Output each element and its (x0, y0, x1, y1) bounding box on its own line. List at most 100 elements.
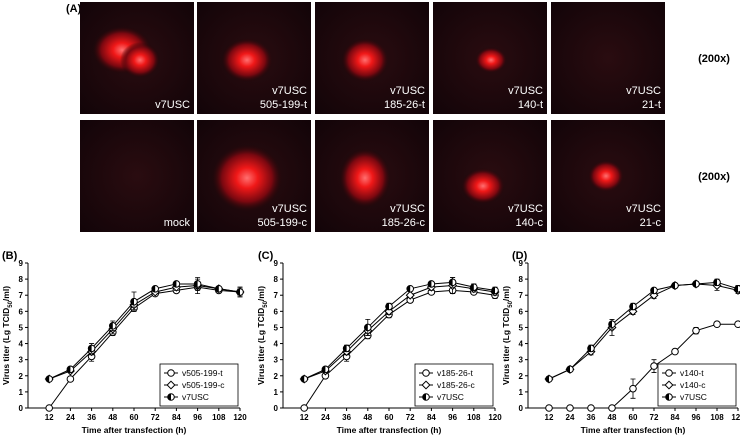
x-tick-label: 60 (629, 413, 638, 422)
marker (587, 404, 595, 412)
marker (629, 384, 637, 393)
image-label: v7USC (390, 85, 425, 97)
marker-fill (587, 345, 591, 352)
y-label-text: /ml) (501, 286, 511, 301)
y-label-text: /ml) (256, 286, 266, 301)
y-tick-label: 0 (519, 404, 524, 413)
series-line (303, 281, 496, 380)
legend-label: v185-26-t (437, 368, 474, 378)
y-tick-label: 2 (19, 372, 24, 381)
legend: v505-199-t v505-199-c v7USC (159, 363, 239, 407)
y-label-text: /ml) (1, 286, 11, 301)
y-tick-label: 7 (274, 291, 279, 300)
y-tick-label: 7 (519, 291, 524, 300)
data-point (151, 284, 159, 293)
x-tick-label: 120 (488, 413, 502, 422)
legend: v140-t v140-c v7USC (657, 363, 737, 407)
data-point (66, 375, 75, 383)
legend-label: v140-t (680, 368, 704, 378)
data-point (545, 375, 553, 383)
image-label: v7USC (626, 85, 661, 97)
data-point (713, 320, 721, 329)
marker (166, 380, 176, 390)
y-tick-label: 0 (274, 404, 279, 413)
fluorescence (221, 38, 273, 82)
y-tick-label: 4 (19, 340, 24, 349)
marker-fill (470, 283, 474, 291)
marker (664, 380, 674, 390)
marker (665, 369, 673, 377)
x-tick-label: 36 (342, 413, 351, 422)
legend-marker (665, 393, 673, 401)
data-point (109, 322, 117, 330)
data-point (385, 302, 393, 311)
x-tick-label: 120 (731, 413, 740, 422)
marker-fill (194, 280, 198, 288)
data-point (300, 404, 309, 412)
y-tick-label: 8 (274, 275, 279, 284)
marker-fill (671, 282, 675, 289)
marker-fill (608, 320, 612, 328)
y-tick-label: 5 (519, 323, 524, 332)
y-tick-label: 2 (519, 372, 524, 381)
y-label-sub: 50 (8, 300, 14, 307)
data-point (650, 362, 658, 370)
data-point (692, 280, 700, 288)
marker-fill (491, 287, 495, 294)
data-point (364, 323, 372, 332)
magnification: (200x) (698, 171, 730, 183)
series-line (304, 285, 496, 380)
y-label-sub: 50 (508, 300, 514, 307)
legend-label: v140-c (680, 380, 706, 390)
y-label-text: Virus titer (Lg TCID (1, 308, 11, 385)
marker-fill (665, 393, 669, 401)
data-point (172, 280, 181, 288)
marker (713, 320, 721, 329)
marker-fill (422, 393, 426, 401)
image-label: v7USC (155, 99, 190, 111)
x-tick-label: 24 (321, 413, 330, 422)
image-label: v7USC (272, 85, 307, 97)
marker (692, 326, 700, 335)
data-point (470, 283, 478, 291)
data-point (215, 284, 223, 293)
x-tick-label: 96 (193, 413, 202, 422)
marker-fill (300, 375, 305, 383)
y-tick-label: 7 (19, 291, 24, 300)
marker-fill (449, 279, 453, 286)
y-tick-label: 6 (19, 307, 24, 316)
micrograph (551, 2, 665, 114)
series-line (48, 286, 241, 409)
data-point (734, 284, 740, 293)
y-tick-label: 0 (19, 404, 24, 413)
image-label: v7USC (626, 203, 661, 215)
legend-label: v185-26-c (437, 380, 476, 390)
x-tick-label: 36 (87, 413, 96, 422)
x-tick-label: 72 (151, 413, 160, 422)
data-point (384, 306, 394, 316)
marker (405, 290, 415, 300)
marker-fill (428, 280, 432, 288)
marker (671, 347, 679, 356)
marker-fill (545, 375, 549, 383)
marker-fill (692, 280, 696, 288)
legend-marker (665, 369, 673, 377)
marker (650, 362, 658, 370)
marker-fill (629, 303, 633, 310)
x-tick-label: 36 (587, 413, 596, 422)
data-point (629, 384, 637, 393)
marker-fill (167, 393, 171, 401)
x-tick-label: 96 (448, 413, 457, 422)
series-line (548, 281, 739, 380)
x-tick-label: 60 (385, 413, 394, 422)
y-tick-label: 2 (274, 372, 279, 381)
y-tick-label: 4 (519, 340, 524, 349)
y-tick-label: 5 (274, 323, 279, 332)
x-tick-label: 48 (608, 413, 617, 422)
y-tick-label: 1 (274, 388, 279, 397)
x-tick-label: 24 (66, 413, 75, 422)
data-point (193, 280, 202, 288)
marker-fill (713, 279, 717, 286)
image-label: 185-26-c (382, 217, 426, 229)
